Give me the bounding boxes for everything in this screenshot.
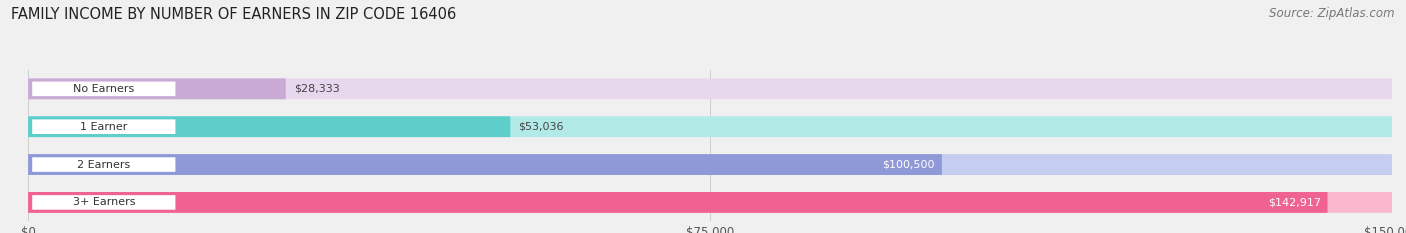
FancyBboxPatch shape <box>32 195 176 210</box>
FancyBboxPatch shape <box>28 192 1392 213</box>
Text: 3+ Earners: 3+ Earners <box>73 197 135 207</box>
Text: $28,333: $28,333 <box>294 84 340 94</box>
Text: Source: ZipAtlas.com: Source: ZipAtlas.com <box>1270 7 1395 20</box>
FancyBboxPatch shape <box>32 119 176 134</box>
Text: 1 Earner: 1 Earner <box>80 122 128 132</box>
FancyBboxPatch shape <box>28 79 1392 99</box>
Text: $142,917: $142,917 <box>1268 197 1320 207</box>
FancyBboxPatch shape <box>28 79 285 99</box>
Text: 2 Earners: 2 Earners <box>77 160 131 170</box>
Text: $53,036: $53,036 <box>519 122 564 132</box>
FancyBboxPatch shape <box>32 157 176 172</box>
FancyBboxPatch shape <box>28 116 1392 137</box>
Text: $100,500: $100,500 <box>883 160 935 170</box>
FancyBboxPatch shape <box>28 154 1392 175</box>
FancyBboxPatch shape <box>28 116 510 137</box>
FancyBboxPatch shape <box>28 192 1327 213</box>
Text: No Earners: No Earners <box>73 84 135 94</box>
FancyBboxPatch shape <box>32 82 176 96</box>
FancyBboxPatch shape <box>28 154 942 175</box>
Text: FAMILY INCOME BY NUMBER OF EARNERS IN ZIP CODE 16406: FAMILY INCOME BY NUMBER OF EARNERS IN ZI… <box>11 7 457 22</box>
